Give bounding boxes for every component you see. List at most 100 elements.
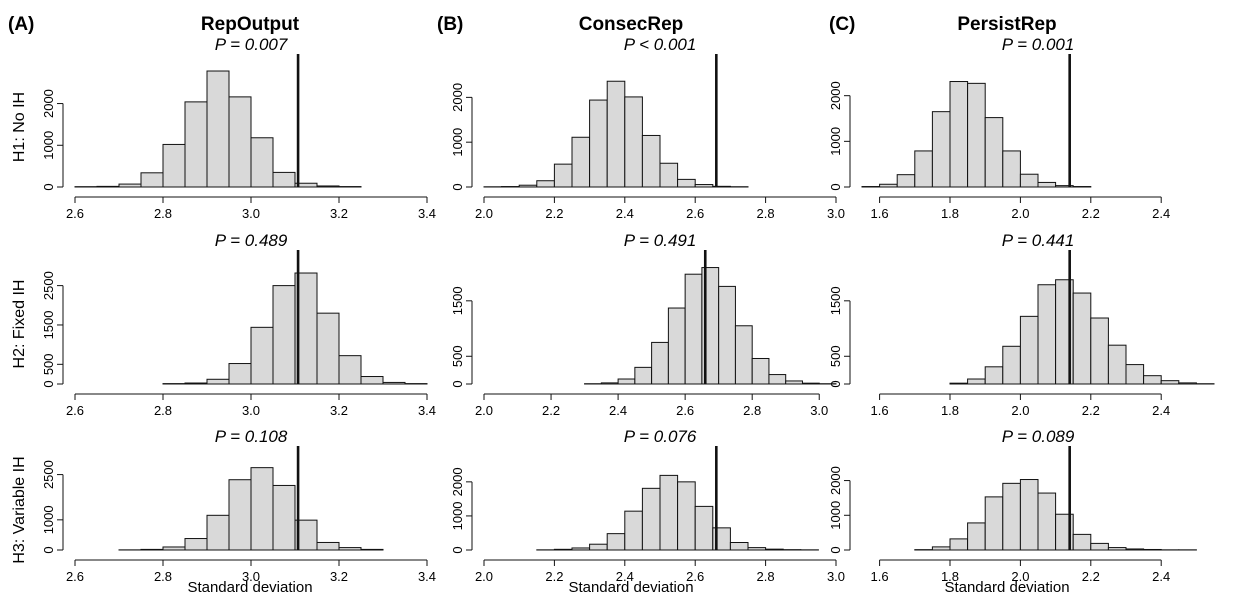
x-tick-label: 3.0 [242, 206, 260, 221]
x-tick-label: 1.6 [871, 403, 889, 418]
x-tick-label: 2.0 [1011, 403, 1029, 418]
x-tick-label: 2.8 [757, 206, 775, 221]
y-tick-label: 0 [41, 546, 56, 553]
x-tick-label: 2.4 [1152, 403, 1170, 418]
histogram-bar [228, 96, 252, 188]
x-tick-label: 2.0 [1011, 569, 1029, 584]
histogram-bar [571, 547, 591, 551]
x-tick-label: 2.2 [542, 403, 560, 418]
y-tick-label: 1000 [41, 131, 56, 160]
histogram-bar [765, 548, 784, 551]
p-value-annotation: P = 0.007 [215, 35, 288, 54]
histogram-bar [250, 326, 274, 385]
row-label-h2: H2: Fixed IH [11, 280, 28, 369]
histogram-bar [1160, 380, 1180, 385]
histogram-bar [718, 285, 736, 385]
x-tick-label: 1.6 [871, 569, 889, 584]
histogram-bar [606, 533, 626, 551]
histogram-bar [1090, 542, 1109, 551]
histogram-bar [600, 382, 619, 385]
histogram-bar [641, 487, 661, 551]
histogram-bar [228, 363, 252, 385]
panel-b-h1: 2.0 2.2 2.4 2.6 2.8 3.0 0 1000 2000 P < 0.001 [450, 35, 845, 221]
x-tick-label: 3.4 [418, 569, 436, 584]
x-tick-label: 2.4 [1152, 206, 1170, 221]
x-tick-label: 2.8 [743, 403, 761, 418]
histogram-bar [360, 376, 384, 385]
histogram-bar [228, 479, 252, 551]
histogram-bar [1107, 344, 1127, 385]
column-letter-b: (B) [437, 14, 463, 35]
histogram-bar [316, 541, 340, 551]
histogram-bar [272, 285, 296, 385]
histogram-bar [1037, 284, 1057, 385]
histogram-bar [879, 183, 898, 188]
x-tick-label: 2.0 [475, 569, 493, 584]
histogram-bar [1143, 548, 1162, 551]
panel-a-h3: 2.6 2.8 3.0 3.2 3.4 0 1000 2500 P = 0.108 [41, 427, 436, 584]
histogram-bar [984, 366, 1004, 385]
x-tick-label: 3.0 [242, 403, 260, 418]
x-tick-label: 1.6 [871, 206, 889, 221]
histogram-bar [140, 172, 164, 188]
histogram-bar [949, 81, 969, 188]
x-tick-label: 2.2 [1082, 206, 1100, 221]
histogram-bar [1019, 315, 1039, 385]
panel-b-h3: 2.0 2.2 2.4 2.6 2.8 3.0 0 1000 2000 P = 0.076 [450, 427, 845, 584]
histogram-bar [162, 143, 186, 188]
p-value-annotation: P = 0.491 [624, 231, 697, 250]
y-tick-label: 0 [450, 380, 465, 387]
x-tick-label: 3.2 [330, 569, 348, 584]
histogram-bar [1019, 479, 1039, 551]
histogram-bar [360, 548, 384, 551]
histogram-bar [294, 519, 318, 551]
x-tick-label: 2.2 [545, 206, 563, 221]
row-label-h3: H3: Variable IH [11, 456, 28, 563]
histogram-bar [801, 382, 820, 385]
histogram-bar [659, 162, 679, 188]
panel-a-h2: 2.6 2.8 3.0 3.2 3.4 0 500 1500 2500 P = 0.489 [41, 231, 436, 418]
x-tick-label: 3.4 [418, 403, 436, 418]
histogram-bar [1002, 345, 1021, 385]
histogram-bar [316, 312, 340, 385]
histogram-bar [184, 538, 208, 551]
x-axis-title-b: Standard deviation [568, 579, 693, 596]
histogram-bar [1178, 382, 1197, 385]
histogram-bar [338, 355, 362, 385]
y-tick-label: 2000 [450, 467, 465, 496]
x-tick-label: 2.2 [1082, 569, 1100, 584]
x-tick-label: 2.6 [66, 206, 84, 221]
histogram-bar [272, 484, 296, 551]
histogram-bar [624, 96, 643, 188]
panel-a-h1: 2.6 2.8 3.0 3.2 3.4 0 1000 2000 P = 0.007 [41, 35, 436, 221]
histogram-bar [206, 378, 230, 385]
histogram-bar [1002, 482, 1021, 551]
x-tick-label: 2.0 [475, 403, 493, 418]
y-tick-label: 0 [828, 183, 843, 190]
histogram-bar [571, 136, 591, 188]
panel-c-h2: 1.6 1.8 2.0 2.2 2.4 0 500 1500 P = 0.441 [828, 231, 1215, 418]
y-tick-label: 500 [450, 345, 465, 367]
x-tick-label: 3.0 [242, 569, 260, 584]
x-tick-label: 2.6 [686, 206, 704, 221]
x-tick-label: 3.2 [330, 403, 348, 418]
histogram-bar [1090, 317, 1109, 385]
x-tick-label: 2.4 [1152, 569, 1170, 584]
histogram-bar [659, 474, 679, 551]
histogram-bar [651, 341, 669, 385]
x-tick-label: 3.2 [330, 206, 348, 221]
histogram-bar [162, 546, 186, 551]
histogram-bar [694, 505, 714, 551]
histogram-bar [949, 538, 969, 551]
histogram-bar [967, 522, 986, 551]
y-tick-label: 500 [41, 353, 56, 375]
histogram-bar [684, 273, 703, 385]
p-value-annotation: P = 0.441 [1002, 231, 1075, 250]
p-value-annotation: P = 0.076 [624, 427, 697, 446]
y-tick-label: 2500 [41, 460, 56, 489]
column-title-consecrep: ConsecRep [579, 14, 684, 35]
histogram-bar [1072, 292, 1092, 385]
histogram-bar [634, 366, 653, 385]
x-tick-label: 2.0 [475, 206, 493, 221]
